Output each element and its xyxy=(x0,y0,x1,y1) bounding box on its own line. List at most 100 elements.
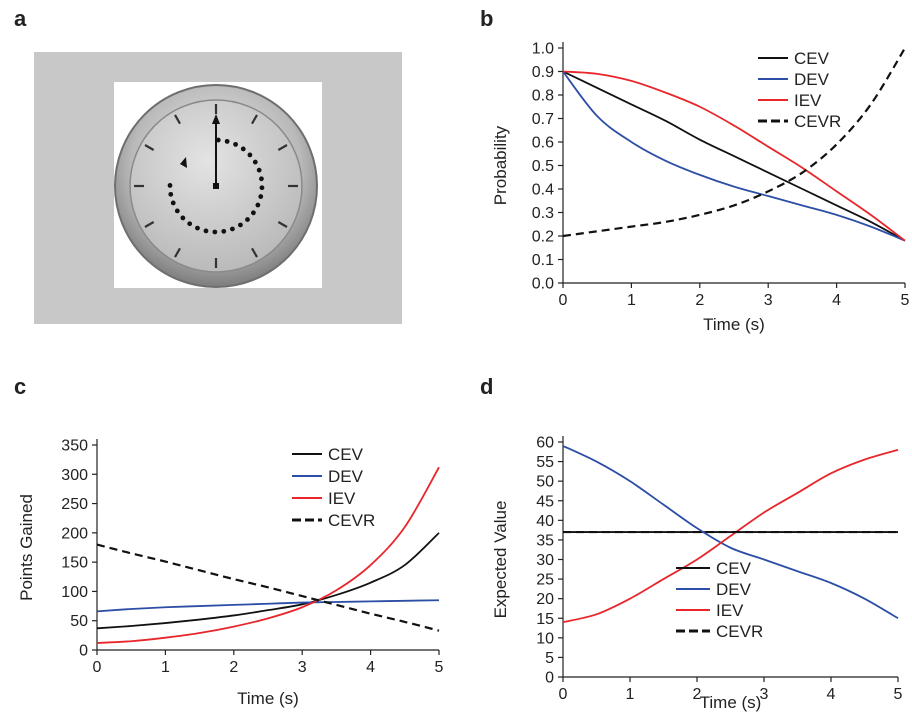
y-tick-label: 45 xyxy=(536,493,554,510)
y-tick-label: 0.8 xyxy=(532,88,554,105)
y-tick-label: 30 xyxy=(536,552,554,569)
legend-label-cevr: CEVR xyxy=(328,511,375,530)
clock-tick-mark xyxy=(277,221,288,228)
legend-label-iev: IEV xyxy=(716,601,744,620)
series-line-cev xyxy=(96,532,440,630)
panel-letter-c: c xyxy=(14,374,27,399)
series-line-dev xyxy=(562,70,906,242)
clock-trace-dot xyxy=(250,210,256,216)
clock-trace-dot xyxy=(167,183,173,188)
clock-tick-mark xyxy=(144,144,155,151)
series-line-cevr xyxy=(96,543,440,632)
y-tick-label: 50 xyxy=(70,613,88,630)
clock-tick-mark xyxy=(251,114,258,125)
x-axis-label: Time (s) xyxy=(700,693,762,712)
x-tick-label: 5 xyxy=(435,659,444,676)
y-tick-label: 0.3 xyxy=(532,205,554,222)
clock-tick-mark xyxy=(174,247,181,258)
clock-tick-mark xyxy=(144,221,155,228)
legend-label-cevr: CEVR xyxy=(794,112,841,131)
y-tick-label: 0.7 xyxy=(532,111,554,128)
y-tick-label: 0.6 xyxy=(532,135,554,152)
legend-label-dev: DEV xyxy=(716,580,752,599)
clock-trace-dot xyxy=(256,167,262,173)
x-tick-label: 3 xyxy=(760,686,769,703)
y-tick-label: 40 xyxy=(536,513,554,530)
x-tick-label: 1 xyxy=(626,686,635,703)
x-axis-label: Time (s) xyxy=(237,689,299,708)
legend-label-cev: CEV xyxy=(716,559,752,578)
y-tick-label: 150 xyxy=(61,555,88,572)
y-tick-label: 0.9 xyxy=(532,64,554,81)
clock-trace-dot xyxy=(195,225,200,231)
legend-label-iev: IEV xyxy=(794,91,822,110)
clock-trace-dot xyxy=(238,222,243,228)
y-tick-label: 25 xyxy=(536,572,554,589)
clock-trace-dot xyxy=(174,208,180,214)
clock-trace-dot xyxy=(180,215,186,221)
panel-letter-b: b xyxy=(480,6,494,31)
y-tick-label: 0.1 xyxy=(532,252,554,269)
y-tick-label: 50 xyxy=(536,474,554,491)
series-line-dev xyxy=(96,599,440,613)
x-tick-label: 0 xyxy=(559,686,568,703)
clock-trace-dot xyxy=(215,137,221,143)
panel-letter-a: a xyxy=(14,6,27,31)
legend-label-dev: DEV xyxy=(328,467,364,486)
x-tick-label: 3 xyxy=(298,659,307,676)
series-line-iev xyxy=(562,448,899,624)
legend: CEV DEV IEV CEVR xyxy=(758,49,841,131)
clock-tick-mark xyxy=(251,247,258,258)
series-line-iev xyxy=(96,466,440,644)
x-tick-label: 4 xyxy=(827,686,836,703)
clock-trace-dot xyxy=(255,202,261,208)
clock-trace-dot xyxy=(203,228,209,234)
y-tick-label: 250 xyxy=(61,496,88,513)
y-tick-label: 20 xyxy=(536,591,554,608)
x-tick-label: 5 xyxy=(901,292,910,309)
x-tick-label: 4 xyxy=(366,659,375,676)
y-tick-label: 300 xyxy=(61,467,88,484)
x-tick-label: 0 xyxy=(559,292,568,309)
clock-tick-mark xyxy=(277,144,288,151)
y-tick-label: 10 xyxy=(536,630,554,647)
legend: CEV DEV IEV CEVR xyxy=(676,559,763,641)
x-tick-label: 1 xyxy=(627,292,636,309)
panel-letter-d: d xyxy=(480,374,494,399)
legend-label-cev: CEV xyxy=(328,445,364,464)
x-tick-label: 3 xyxy=(764,292,773,309)
y-tick-label: 55 xyxy=(536,454,554,471)
series-line-cevr xyxy=(562,47,906,238)
clock-trace-dot xyxy=(252,159,258,165)
y-tick-label: 35 xyxy=(536,532,554,549)
series-line-dev xyxy=(562,445,899,620)
y-tick-label: 0.2 xyxy=(532,229,554,246)
y-tick-label: 60 xyxy=(536,435,554,452)
y-tick-label: 0.4 xyxy=(532,182,554,199)
series-line-cev xyxy=(562,70,906,242)
y-axis-label: Points Gained xyxy=(17,494,36,601)
y-tick-label: 15 xyxy=(536,611,554,628)
clock-trace-dot xyxy=(212,229,218,235)
x-tick-label: 2 xyxy=(695,292,704,309)
clock-trace-dot xyxy=(170,200,176,206)
y-axis-label: Probability xyxy=(491,125,510,205)
clock-tick-mark xyxy=(174,114,181,125)
legend-label-dev: DEV xyxy=(794,70,830,89)
x-tick-label: 1 xyxy=(161,659,170,676)
clock-stimulus-panel xyxy=(34,52,402,324)
clock-trace-dot xyxy=(259,185,265,191)
legend-label-cev: CEV xyxy=(794,49,830,68)
x-tick-label: 4 xyxy=(832,292,841,309)
y-tick-label: 0 xyxy=(79,643,88,660)
clock-trace-dot xyxy=(240,146,246,152)
x-tick-label: 5 xyxy=(894,686,903,703)
clock-trace-dot xyxy=(224,138,230,144)
chart-panel-b: 0 1 2 3 4 5 0.0 0.1 0.2 0.3 0.4 0.5 0.6 0.7 0.8 0.9 1.0 T… xyxy=(491,41,910,335)
y-tick-label: 200 xyxy=(61,525,88,542)
clock-trace-dot xyxy=(247,152,253,158)
y-tick-label: 350 xyxy=(61,438,88,455)
clock-trace-dot xyxy=(187,221,193,227)
stopwatch-clock-face-icon xyxy=(114,84,318,288)
